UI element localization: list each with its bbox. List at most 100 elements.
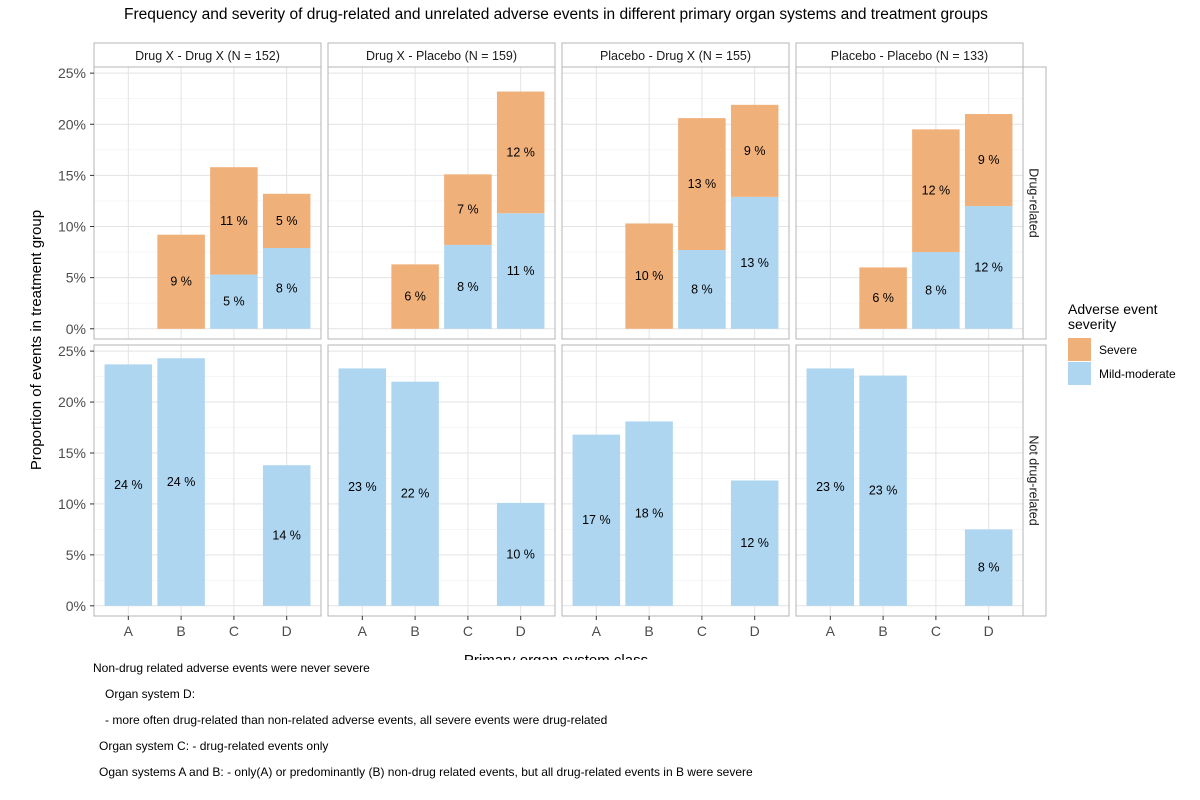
bar-mild-moderate-1-3-D [964,529,1013,606]
bar-mild-moderate-1-3-B [859,375,907,606]
x-tick-label-0-A: A [124,623,134,639]
panels-group: Drug X - Drug X (N = 152) Drug X - Placeb… [58,42,1047,639]
bar-mild-moderate-1-0-D [262,465,311,606]
data-label-mild-0-1-C: 8 % [457,280,479,294]
panel-border [93,344,322,617]
y-axis-label: Proportion of events in treatment group [28,210,45,470]
bar-severe-0-3-D [964,114,1013,207]
data-label-severe-0-3-B: 6 % [872,291,894,305]
y-tick-label-0-3: 15% [58,167,86,183]
bar-severe-0-1-B [391,264,439,329]
bar-severe-0-0-B [157,234,205,329]
legend-swatch-1 [1068,362,1091,385]
bar-mild-moderate-1-0-A [104,364,153,606]
y-tick-label-1-5: 25% [58,343,86,359]
column-strip-label-1: Drug X - Placebo (N = 159) [366,49,517,63]
data-label-mild-1-3-A: 23 % [816,480,845,494]
data-label-mild-1-3-D: 8 % [978,561,1000,575]
y-tick-label-0-4: 20% [58,116,86,132]
data-label-mild-0-3-D: 12 % [974,260,1003,274]
data-label-severe-0-0-B: 9 % [170,275,192,289]
x-tick-label-3-B: B [878,623,887,639]
data-label-mild-1-1-A: 23 % [348,480,377,494]
x-tick-label-2-B: B [644,623,653,639]
y-tick-label-0-1: 5% [66,270,86,286]
bar-mild-moderate-0-1-C [444,244,492,329]
bar-mild-moderate-1-1-D [496,502,545,606]
annotation-organ-d-heading: Organ system D: [105,687,196,701]
y-tick-label-0-2: 10% [58,219,86,235]
panel-border [327,66,556,340]
data-label-mild-1-2-D: 12 % [740,536,769,550]
bar-severe-0-0-D [262,193,311,248]
y-tick-label-1-4: 20% [58,394,86,410]
data-label-mild-1-2-B: 18 % [635,507,664,521]
annotation-organ-d-detail: - more often drug-related than non-relat… [105,713,608,727]
data-label-mild-0-0-C: 5 % [223,295,245,309]
bar-mild-moderate-1-2-B [625,421,673,606]
bar-mild-moderate-0-0-D [262,247,311,329]
faceted-bar-chart: Frequency and severity of drug-related a… [28,6,1176,660]
x-axis-label: Primary organ system class [464,652,648,660]
data-label-mild-1-1-B: 22 % [401,487,430,501]
bar-severe-0-0-C [210,167,258,275]
bar-mild-moderate-1-1-A [338,368,387,606]
legend-title: Adverse event severity [1068,301,1158,332]
data-label-mild-0-2-D: 13 % [740,256,769,270]
bar-severe-0-3-C [912,129,960,253]
annotation-organ-c: Organ system C: - drug-related events on… [99,739,329,753]
y-tick-label-0-5: 25% [58,65,86,81]
bar-severe-0-1-D [496,91,545,214]
bar-mild-moderate-0-2-D [730,196,779,329]
x-tick-label-2-A: A [592,623,602,639]
data-label-severe-0-1-D: 12 % [506,145,535,159]
data-label-severe-0-2-D: 9 % [744,144,766,158]
column-strip-3 [795,42,1024,68]
data-label-mild-1-1-D: 10 % [506,547,535,561]
data-label-mild-0-0-D: 8 % [276,281,298,295]
bar-mild-moderate-1-2-D [730,480,779,606]
y-tick-label-1-0: 0% [66,598,86,614]
panel-border [93,66,322,340]
bar-severe-0-2-C [678,118,726,251]
row-strip-label-1: Not drug-related [1027,435,1041,525]
legend: Adverse event severity Severe Mild-moderate [1068,301,1176,385]
row-strip-0 [1020,66,1047,340]
x-tick-label-1-B: B [410,623,419,639]
data-label-severe-0-0-D: 5 % [276,214,298,228]
bar-mild-moderate-0-3-C [912,252,960,329]
data-label-mild-1-0-B: 24 % [167,475,196,489]
bar-mild-moderate-1-1-B [391,381,439,606]
panel-border [327,344,556,617]
data-label-severe-0-3-D: 9 % [978,153,1000,167]
data-label-mild-0-1-D: 11 % [507,264,535,278]
column-strip-label-3: Placebo - Placebo (N = 133) [831,49,988,63]
data-label-severe-0-1-B: 6 % [404,290,426,304]
x-tick-label-3-C: C [931,623,941,639]
panel-border [561,344,790,617]
panel-border [795,66,1024,340]
bar-severe-0-3-B [859,267,907,329]
x-tick-label-1-C: C [463,623,473,639]
bar-mild-moderate-1-2-A [572,434,621,606]
chart-title: Frequency and severity of drug-related a… [124,6,988,23]
data-label-mild-1-0-D: 14 % [272,529,301,543]
bar-mild-moderate-0-2-C [678,250,726,329]
column-strip-label-2: Placebo - Drug X (N = 155) [600,49,751,63]
data-label-mild-1-0-A: 24 % [114,478,143,492]
bar-mild-moderate-0-0-C [210,274,258,329]
y-tick-label-1-3: 15% [58,445,86,461]
bar-severe-0-1-C [444,174,492,245]
annotation-organ-ab: Ogan systems A and B: - only(A) or predo… [99,765,753,779]
x-tick-label-3-D: D [984,623,994,639]
x-tick-label-2-C: C [697,623,707,639]
data-label-mild-0-2-C: 8 % [691,282,713,296]
x-tick-label-2-D: D [750,623,760,639]
bar-mild-moderate-0-1-D [496,213,545,329]
data-label-severe-0-1-C: 7 % [457,203,479,217]
bar-mild-moderate-0-3-D [964,206,1013,329]
legend-label-1: Mild-moderate [1099,367,1176,381]
column-strip-1 [327,42,556,68]
data-label-severe-0-2-B: 10 % [635,269,664,283]
data-label-mild-1-2-A: 17 % [582,513,611,527]
